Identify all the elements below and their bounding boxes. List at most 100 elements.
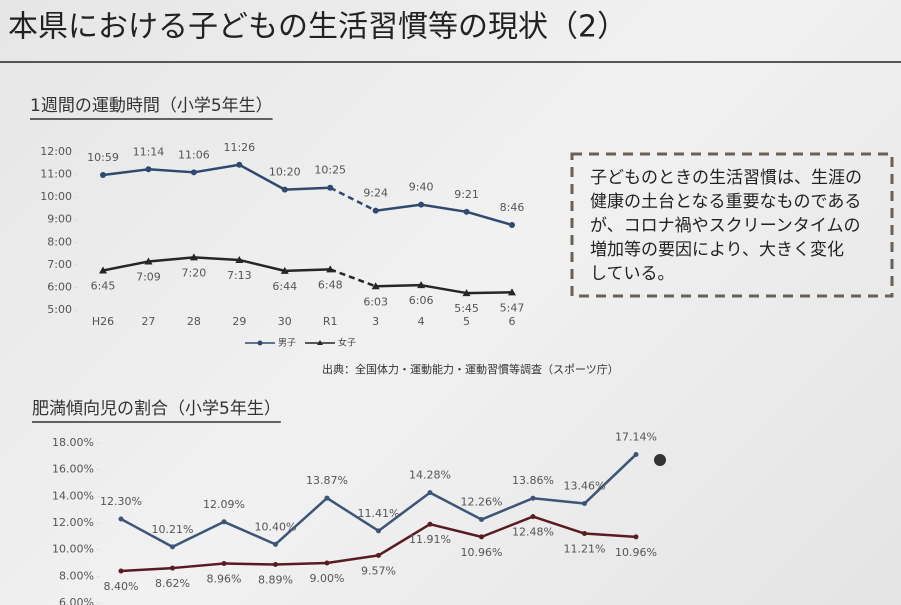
series-line <box>329 186 377 212</box>
series-line <box>284 268 331 273</box>
point <box>221 561 227 567</box>
value-label: 6:03 <box>363 295 388 308</box>
value-label: 6:44 <box>272 280 297 293</box>
legend-marker <box>317 340 323 345</box>
x-tick-label: 3 <box>372 315 379 328</box>
value-label: 10:20 <box>269 166 301 179</box>
point <box>221 519 227 525</box>
y-tick-label: 10.00% <box>52 543 94 556</box>
series-line <box>148 256 195 263</box>
point <box>508 288 516 296</box>
series-line <box>481 497 534 521</box>
y-tick-label: 11:00 <box>40 168 72 181</box>
value-label: 13.46% <box>564 480 606 493</box>
series-line <box>375 283 422 288</box>
x-tick-label: H26 <box>92 315 114 328</box>
value-label: 5:45 <box>454 302 479 315</box>
series-line <box>171 520 225 548</box>
value-label: 7:09 <box>136 270 161 283</box>
series-line <box>274 497 328 546</box>
point <box>324 495 330 501</box>
series-line <box>172 562 225 570</box>
value-label: 13.86% <box>512 474 554 487</box>
y-tick-label: 6:00 <box>47 280 72 293</box>
point <box>235 255 244 263</box>
point <box>170 544 175 550</box>
series-line <box>284 186 331 191</box>
point <box>427 490 433 496</box>
point <box>530 495 536 501</box>
value-label: 9.57% <box>361 564 396 577</box>
point <box>236 161 243 168</box>
value-label: 8.96% <box>207 573 242 586</box>
point <box>376 552 381 558</box>
point <box>371 282 380 290</box>
slide-title: 本県における子どもの生活習慣等の現状（2） <box>8 10 627 45</box>
point <box>280 266 289 274</box>
series-line <box>584 532 637 539</box>
value-label: 12.09% <box>203 498 245 511</box>
point <box>427 521 433 527</box>
y-tick-label: 5:00 <box>47 303 72 316</box>
point <box>170 565 175 571</box>
series-line <box>481 515 534 539</box>
series-line <box>583 453 637 505</box>
point <box>273 561 278 567</box>
value-label: 12.26% <box>461 496 503 509</box>
series-line <box>193 163 240 174</box>
value-label: 8:46 <box>500 201 525 214</box>
y-tick-label: 12.00% <box>52 516 94 529</box>
value-label: 7:13 <box>227 269 252 282</box>
value-label: 10.96% <box>615 546 657 559</box>
series-line <box>120 566 173 573</box>
point <box>281 186 288 193</box>
point <box>582 501 587 507</box>
note-box <box>570 152 894 298</box>
note-line: 子どものときの生活習慣は、生涯の <box>590 168 862 188</box>
series-line <box>420 203 467 214</box>
note-line: している。 <box>590 264 675 284</box>
point <box>99 266 107 274</box>
point <box>190 169 197 176</box>
y-tick-label: 16.00% <box>52 463 94 476</box>
point <box>327 184 334 191</box>
series-line <box>102 168 149 177</box>
value-label: 9:24 <box>363 187 388 200</box>
point <box>462 289 471 297</box>
point <box>633 451 639 457</box>
point <box>530 514 536 520</box>
value-label: 10.21% <box>152 523 194 536</box>
y-tick-label: 18.00% <box>52 436 94 449</box>
value-label: 17.14% <box>615 430 657 443</box>
value-label: 6:45 <box>91 280 116 293</box>
chart-title: 肥満傾向児の割合（小学5年生） <box>32 399 281 419</box>
series-line <box>223 562 276 566</box>
series-line <box>329 268 377 288</box>
value-label: 11:14 <box>133 145 165 158</box>
series-line <box>239 258 286 273</box>
x-tick-label: 30 <box>278 315 292 328</box>
value-label: 11.41% <box>358 507 400 520</box>
x-tick-label: 4 <box>418 315 425 328</box>
series-line <box>532 515 585 535</box>
value-label: 11:26 <box>223 141 255 154</box>
point <box>372 207 379 214</box>
point <box>479 534 484 540</box>
value-label: 8.62% <box>155 577 190 590</box>
value-label: 11:06 <box>178 148 210 161</box>
series-line <box>193 256 240 262</box>
y-tick-label: 12:00 <box>40 145 72 158</box>
x-tick-label: 28 <box>187 315 201 328</box>
value-label: 14.28% <box>409 469 451 482</box>
value-label: 11.91% <box>409 533 451 546</box>
note-line: 健康の土台となる重要なものである <box>590 192 861 212</box>
value-label: 5:47 <box>500 301 525 314</box>
point <box>633 534 639 540</box>
point <box>118 568 124 574</box>
series-line <box>466 291 513 295</box>
series-line <box>223 520 277 546</box>
series-line <box>148 168 194 174</box>
point <box>509 221 515 228</box>
note-line: が、コロナ禍やスクリーンタイムの <box>590 216 860 236</box>
